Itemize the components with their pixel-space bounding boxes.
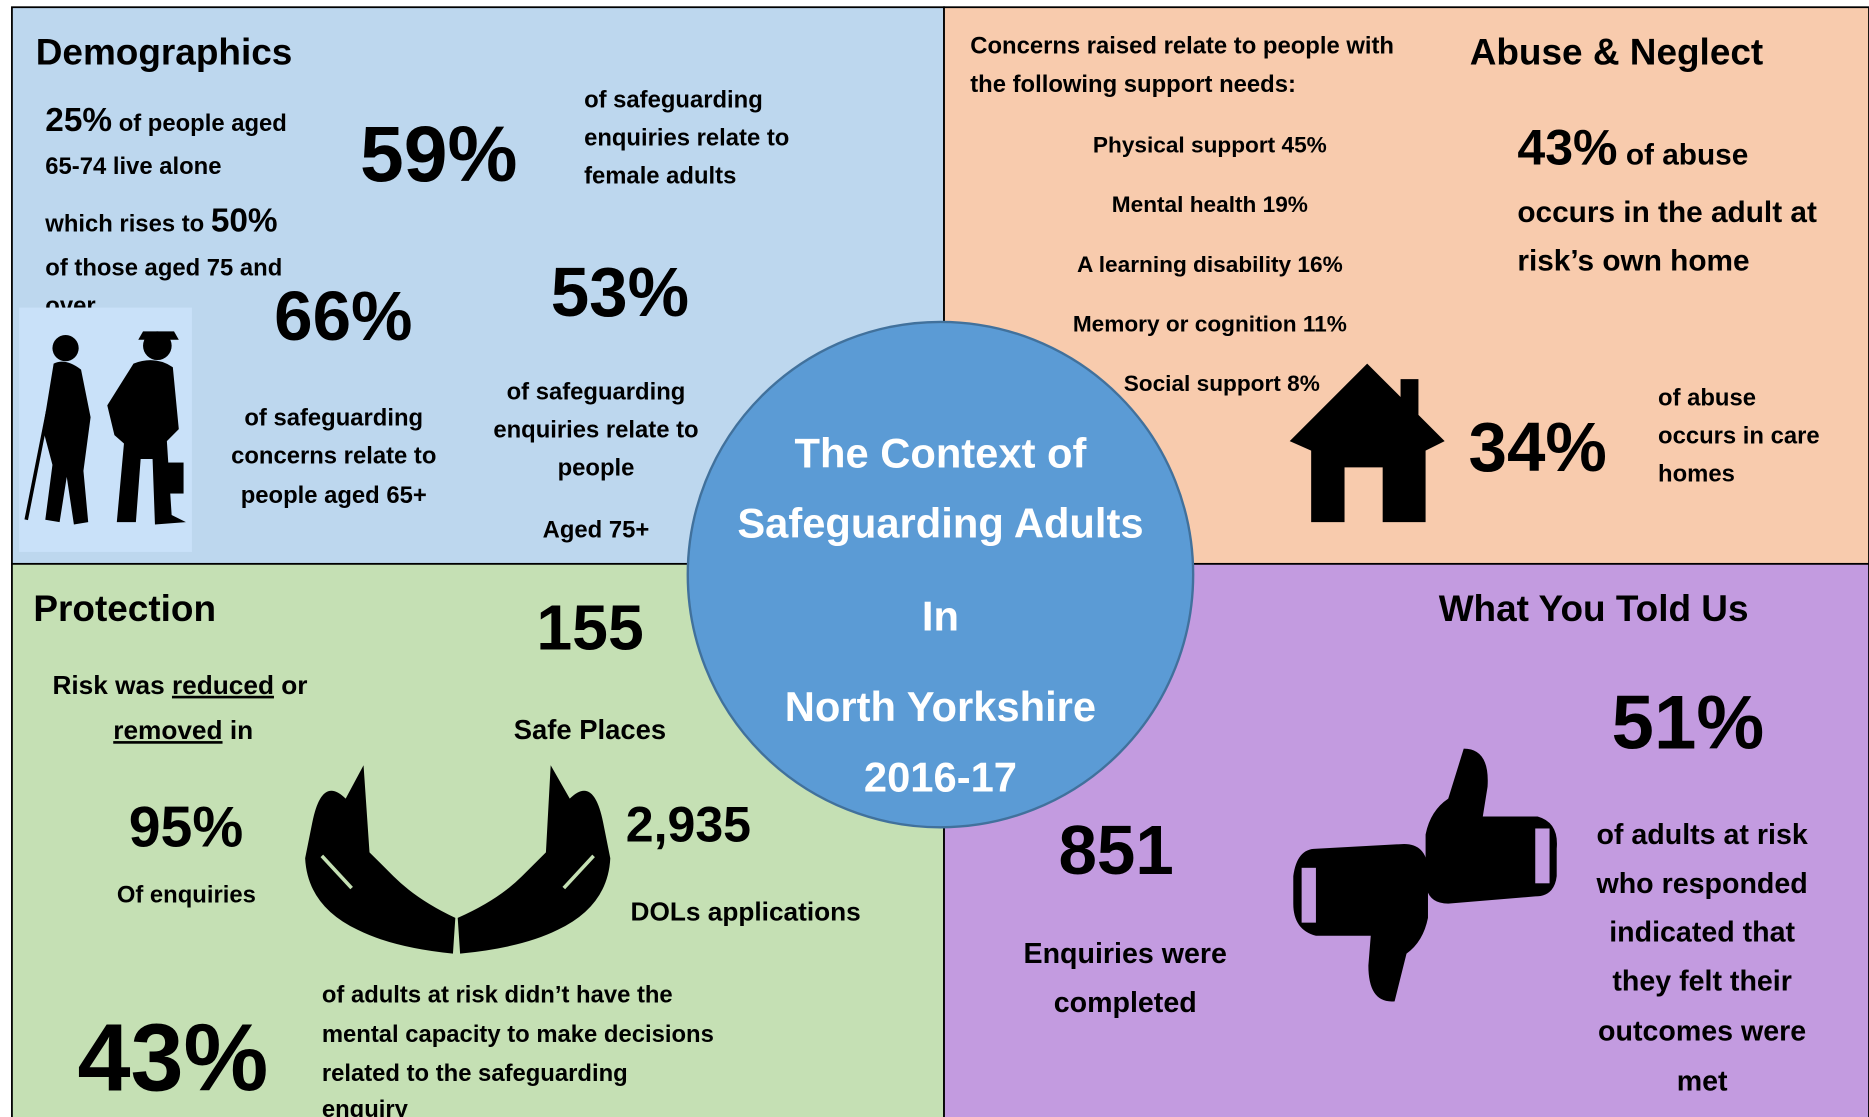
text: removed <box>113 715 222 745</box>
text: reduced <box>172 670 274 700</box>
stat: 66% <box>274 277 412 355</box>
text: which rises to <box>44 210 204 237</box>
stat: 25% <box>45 102 112 139</box>
house-icon <box>1289 363 1445 523</box>
stat: 155 <box>536 592 643 664</box>
need-item: Physical support 45% <box>1093 133 1327 158</box>
text-line: indicated that <box>1609 917 1795 949</box>
stat: 95% <box>129 795 244 859</box>
text-line: outcomes were <box>1598 1016 1806 1048</box>
text-line: Concerns raised relate to people with <box>970 33 1394 60</box>
thumbs-icon <box>1293 748 1557 1002</box>
text: of abuse <box>1626 139 1748 172</box>
text-line: homes <box>1658 461 1735 488</box>
text-line: who responded <box>1595 868 1807 900</box>
text-line: enquiries relate to <box>493 417 698 444</box>
section-title: Protection <box>33 588 216 629</box>
text-line: of safeguarding <box>507 378 686 405</box>
text-line: of safeguarding <box>244 405 423 432</box>
stat: 59% <box>360 110 517 198</box>
text: or <box>281 670 307 700</box>
text: of people aged <box>119 110 287 137</box>
section-title: Demographics <box>36 31 293 72</box>
text-line: occurs in care <box>1658 422 1820 449</box>
text-line: female adults <box>584 163 736 190</box>
center-title: The Context of <box>795 429 1087 476</box>
text-line: of adults at risk <box>1596 819 1807 851</box>
text-line: of those aged 75 and <box>45 254 282 281</box>
text-line: completed <box>1054 987 1197 1019</box>
need-item: Mental health 19% <box>1112 192 1308 217</box>
stat: 50% <box>211 202 278 239</box>
center-title: 2016-17 <box>864 754 1017 801</box>
text-line: enquiry <box>322 1096 409 1117</box>
text-line: enquiries relate to <box>584 124 789 151</box>
text-line: of safeguarding <box>584 86 763 113</box>
text-line: of abuse <box>1658 384 1756 411</box>
text-line: related to the safeguarding <box>322 1060 628 1087</box>
text-line: occurs in the adult at <box>1517 196 1817 229</box>
stat: 43% <box>77 1006 268 1112</box>
center-title: In <box>922 593 959 640</box>
text-line: 65-74 live alone <box>45 153 221 180</box>
text-line: risk’s own home <box>1517 245 1749 278</box>
text-line: 25% of people aged <box>45 102 287 139</box>
text-line: met <box>1677 1066 1728 1098</box>
text-line: DOLs applications <box>631 896 861 926</box>
text: in <box>230 715 253 745</box>
text-line: people <box>558 455 635 482</box>
text-line: concerns relate to <box>231 443 436 470</box>
text: Risk was <box>52 670 164 700</box>
text-line: the following support needs: <box>970 71 1296 98</box>
stat: 851 <box>1058 811 1173 889</box>
text-line: Aged 75+ <box>543 517 650 544</box>
need-item: Memory or cognition 11% <box>1073 311 1347 336</box>
text-line: Of enquiries <box>117 881 256 908</box>
text-line: mental capacity to make decisions <box>322 1021 714 1048</box>
text-line: people aged 65+ <box>241 482 427 509</box>
hands-icon <box>305 765 611 954</box>
section-title: Abuse & Neglect <box>1470 31 1764 72</box>
center-title: North Yorkshire <box>785 683 1096 730</box>
center-title: Safeguarding Adults <box>737 500 1143 547</box>
elderly-icon <box>19 307 192 552</box>
text-line: removed in <box>113 715 253 745</box>
stat: 34% <box>1469 408 1607 486</box>
text-line: which rises to 50% <box>44 202 277 239</box>
need-item: A learning disability 16% <box>1077 252 1343 277</box>
stat: 2,935 <box>626 797 751 853</box>
text-line: Enquiries were <box>1024 938 1227 970</box>
section-title: What You Told Us <box>1439 588 1749 629</box>
text-line: of adults at risk didn’t have the <box>322 982 673 1009</box>
stat: 43% <box>1517 120 1617 176</box>
center-circle <box>686 320 1195 829</box>
text-line: they felt their <box>1612 966 1792 998</box>
stat: 51% <box>1612 681 1765 766</box>
need-item: Social support 8% <box>1124 371 1320 396</box>
stat: 53% <box>551 253 689 331</box>
text-line: 43% of abuse <box>1517 120 1748 176</box>
text-line: Safe Places <box>514 714 666 745</box>
text-line: Risk was reduced or <box>52 670 307 700</box>
